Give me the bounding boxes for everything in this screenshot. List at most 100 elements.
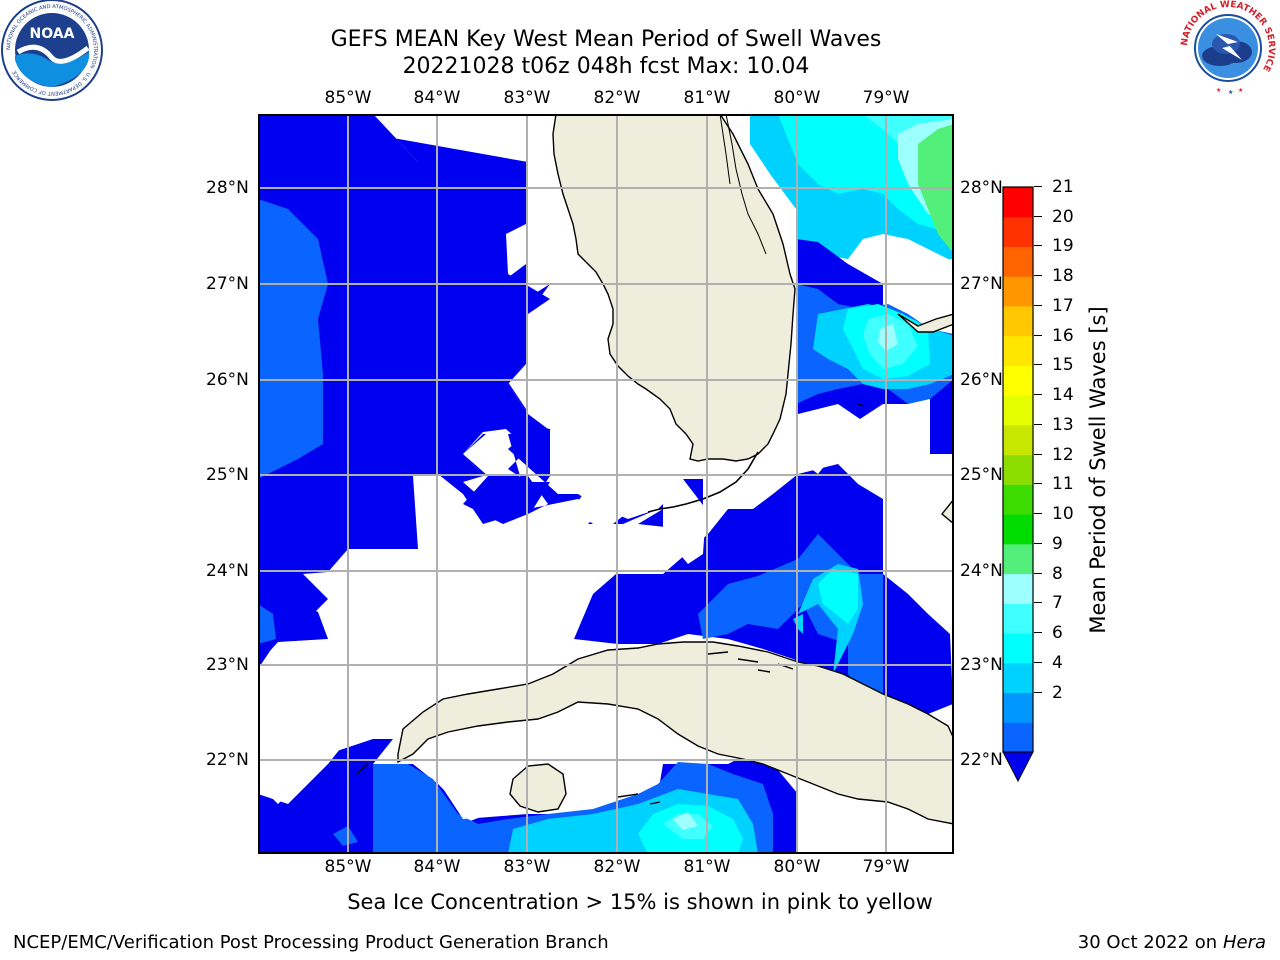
date-label: 30 Oct 2022 on [1077, 932, 1218, 953]
lon-label: 84°W [413, 857, 461, 877]
colorbar-segment [1003, 187, 1033, 218]
colorbar-segment [1003, 722, 1033, 753]
colorbar-tick-label: 2 [1052, 682, 1063, 703]
lon-label: 83°W [503, 857, 551, 877]
credit-text: NCEP/EMC/Verification Post Processing Pr… [13, 932, 609, 953]
field-no-data [798, 432, 838, 474]
colorbar-tick-mark [1034, 513, 1042, 515]
lat-label: 23°N [206, 655, 249, 675]
field-no-data [663, 479, 706, 564]
lat-label: 27°N [206, 274, 249, 294]
lat-label: 26°N [960, 370, 1003, 390]
field-6-7s [818, 569, 858, 624]
noaa-logo: NATIONAL OCEANIC AND ATMOSPHERIC ADMINIS… [1, 0, 103, 101]
colorbar-segment [1003, 573, 1033, 604]
noaa-logo-text: NOAA [30, 26, 75, 42]
chart-subtitle: 20221028 t06z 048h fcst Max: 10.04 [402, 54, 810, 79]
colorbar-tick-label: 21 [1052, 177, 1074, 197]
coast-detail [719, 114, 767, 255]
colorbar-tick-mark [1034, 542, 1042, 544]
colorbar-segment [1003, 335, 1033, 366]
colorbar-segment [1003, 603, 1033, 634]
colorbar-segment [1003, 305, 1033, 337]
land-bahamas [897, 313, 954, 333]
colorbar-segment [1003, 484, 1033, 515]
colorbar-tick-mark [1034, 245, 1042, 247]
field-2-4s [258, 604, 276, 644]
land-florida [552, 114, 796, 462]
field-8-9s [673, 812, 698, 830]
field-no-data [883, 239, 954, 314]
gridlines [258, 114, 954, 854]
lon-label: 84°W [413, 88, 461, 108]
lat-label: 22°N [960, 750, 1003, 770]
lon-label: 85°W [324, 88, 372, 108]
field-under-2s [258, 574, 328, 664]
colorbar-tick-mark [1034, 661, 1042, 663]
field-8-9s [878, 324, 898, 351]
colorbar-segment [1003, 395, 1033, 426]
lon-label: 82°W [593, 857, 641, 877]
lat-label: 22°N [206, 750, 249, 770]
colorbar-label: Mean Period of Swell Waves [s] [1086, 306, 1110, 634]
lat-label: 24°N [960, 561, 1003, 581]
lon-label: 81°W [683, 857, 731, 877]
field-2-4s [258, 199, 328, 479]
colorbar-tick-mark [1034, 572, 1042, 574]
colorbar-segment [1003, 276, 1033, 307]
colorbar-tick-mark [1034, 275, 1042, 277]
colorbar-tick-label: 13 [1052, 414, 1074, 435]
sea-ice-note: Sea Ice Concentration > 15% is shown in … [347, 890, 933, 914]
colorbar-tick-label: 15 [1052, 355, 1074, 376]
lat-label: 26°N [206, 370, 249, 390]
florida-keys [647, 451, 759, 513]
colorbar-segment [1003, 424, 1033, 456]
svg-text:★: ★ [1228, 89, 1233, 96]
colorbar-segment [1003, 246, 1033, 277]
colorbar-tick-mark [1034, 691, 1042, 693]
colorbar-tick-label: 6 [1052, 623, 1063, 644]
lon-label: 80°W [773, 857, 821, 877]
colorbar-segment [1003, 662, 1033, 694]
colorbar-tick-mark [1034, 304, 1042, 306]
colorbar-segment [1003, 454, 1033, 485]
land-cuba [397, 641, 954, 825]
colorbar-segment [1003, 514, 1033, 545]
colorbar-tick-label: 10 [1052, 504, 1074, 525]
colorbar-segment [1003, 365, 1033, 396]
colorbar-tick-mark [1034, 483, 1042, 485]
colorbar-under-triangle [1002, 751, 1034, 783]
field-no-data [573, 476, 638, 524]
lon-label: 82°W [593, 88, 641, 108]
colorbar-tick-mark [1034, 453, 1042, 455]
field-no-data [258, 719, 578, 804]
colorbar-tick-mark [1034, 632, 1042, 634]
swell-period-map [258, 114, 954, 854]
colorbar-tick-label: 20 [1052, 206, 1074, 227]
field-2-4s [333, 826, 358, 846]
lat-label: 28°N [206, 178, 249, 198]
machine-name: Hera [1222, 932, 1266, 953]
colorbar-tick-mark [1034, 186, 1042, 187]
date-text: 30 Oct 2022 on Hera [1078, 932, 1266, 953]
svg-text:★: ★ [1238, 87, 1243, 94]
colorbar-tick-label: 17 [1052, 295, 1074, 316]
nws-logo: NATIONAL WEATHER SERVICE ★ ★ ★ [1178, 0, 1278, 98]
colorbar-tick-mark [1034, 334, 1042, 336]
lon-label: 79°W [862, 88, 910, 108]
land-isla-juventud [509, 763, 567, 813]
colorbar-segment [1003, 543, 1033, 575]
lat-label: 25°N [960, 465, 1003, 485]
colorbar-segment [1003, 633, 1033, 664]
lat-label: 23°N [960, 655, 1003, 675]
lon-label: 85°W [324, 857, 372, 877]
colorbar-tick-mark [1034, 423, 1042, 425]
cays [355, 403, 865, 805]
lon-label: 80°W [773, 88, 821, 108]
lon-label: 79°W [862, 857, 910, 877]
colorbar-tick-label: 19 [1052, 236, 1074, 257]
colorbar-tick-label: 8 [1052, 563, 1063, 584]
lat-label: 28°N [960, 178, 1003, 198]
colorbar-tick-label: 12 [1052, 444, 1074, 465]
svg-text:★: ★ [1216, 87, 1221, 94]
